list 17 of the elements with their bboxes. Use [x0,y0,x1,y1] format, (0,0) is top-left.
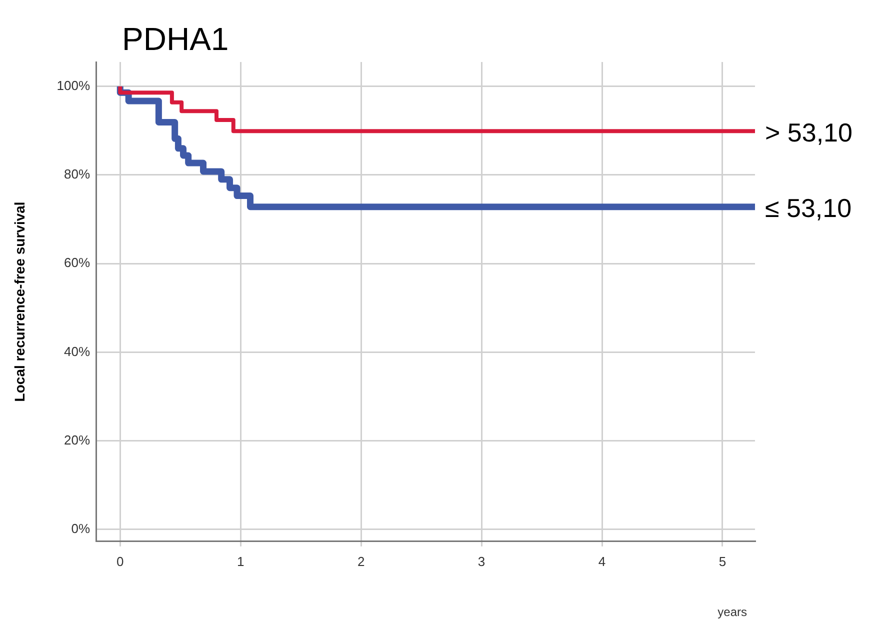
x-tick-label: 5 [718,554,726,569]
series-label: > 53,10 [765,117,852,148]
x-tick-label: 3 [478,554,486,569]
y-axis-title: Local recurrence-free survival [11,202,28,402]
y-tick-label: 80% [64,166,90,182]
y-tick-label: 100% [56,78,90,93]
y-tick-label: 0% [71,521,90,536]
y-tick-label: 40% [64,344,90,359]
y-tick-label: 20% [64,432,90,448]
chart-title: PDHA1 [122,21,229,57]
x-tick-label: 0 [116,554,124,569]
x-tick-label: 1 [236,554,244,569]
x-tick-label: 4 [598,554,606,569]
y-tick-label: 60% [64,255,90,270]
series-label: ≤ 53,10 [765,193,852,224]
x-axis-title: years [718,605,747,619]
x-tick-label: 2 [357,554,365,569]
